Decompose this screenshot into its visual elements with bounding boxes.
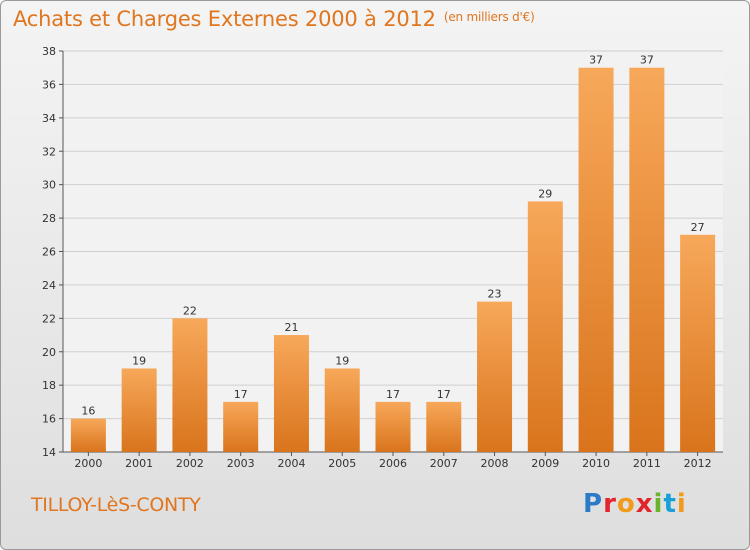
bar-2005 <box>324 368 360 452</box>
x-tick-label: 2010 <box>582 457 610 470</box>
x-tick-label: 2006 <box>379 457 407 470</box>
x-tick-label: 2002 <box>176 457 204 470</box>
x-tick-label: 2004 <box>277 457 305 470</box>
chart-subtitle: (en milliers d'€) <box>443 10 535 24</box>
y-tick-label: 26 <box>42 246 56 259</box>
bars <box>70 67 716 452</box>
data-label: 17 <box>234 388 248 401</box>
x-tick-label: 2005 <box>328 457 356 470</box>
data-label: 17 <box>386 388 400 401</box>
y-tick-label: 22 <box>42 312 56 325</box>
bar-2004 <box>273 335 309 452</box>
y-tick-label: 34 <box>42 112 56 125</box>
commune-name: TILLOY-LèS-CONTY <box>31 494 201 516</box>
y-tick-label: 32 <box>42 145 56 158</box>
x-tick-label: 2008 <box>481 457 509 470</box>
data-label: 29 <box>538 187 552 200</box>
bar-2009 <box>527 201 563 452</box>
data-label: 16 <box>81 405 95 418</box>
data-label: 17 <box>437 388 451 401</box>
y-tick-label: 28 <box>42 212 56 225</box>
chart-title-text: Achats et Charges Externes 2000 à 2012 <box>13 7 436 31</box>
x-tick-label: 2007 <box>430 457 458 470</box>
bar-2008 <box>477 301 513 452</box>
data-label: 19 <box>335 354 349 367</box>
y-tick-label: 18 <box>42 379 56 392</box>
y-tick-label: 30 <box>42 179 56 192</box>
x-tick-label: 2003 <box>227 457 255 470</box>
axes: 14 16 18 20 22 24 26 28 30 32 34 36 38 <box>42 45 723 459</box>
data-label: 21 <box>284 321 298 334</box>
labels: 2000 16 2001 19 2002 22 2003 17 2004 21 2005 19 2006… <box>74 54 711 470</box>
y-tick-label: 20 <box>42 346 56 359</box>
bar-2007 <box>426 401 462 452</box>
bar-2011 <box>629 67 665 452</box>
bar-2010 <box>578 67 614 452</box>
data-label: 37 <box>589 54 603 67</box>
bar-2006 <box>375 401 411 452</box>
data-label: 37 <box>640 54 654 67</box>
y-tick-label: 14 <box>42 446 56 459</box>
bar-2001 <box>121 368 157 452</box>
x-tick-label: 2001 <box>125 457 153 470</box>
y-tick-label: 16 <box>42 413 56 426</box>
bar-2002 <box>172 318 208 452</box>
x-tick-label: 2009 <box>531 457 559 470</box>
data-label: 22 <box>183 304 197 317</box>
proxiti-logo: Proxiti <box>583 489 687 519</box>
bar-2000 <box>70 418 106 452</box>
data-label: 19 <box>132 354 146 367</box>
x-tick-label: 2011 <box>633 457 661 470</box>
y-tick-label: 38 <box>42 45 56 58</box>
y-tick-label: 24 <box>42 279 56 292</box>
data-label: 27 <box>691 221 705 234</box>
bar-2003 <box>223 401 259 452</box>
bar-2012 <box>680 234 716 452</box>
chart-title: Achats et Charges Externes 2000 à 2012 (e… <box>13 7 535 31</box>
data-label: 23 <box>488 288 502 301</box>
x-tick-label: 2012 <box>684 457 712 470</box>
y-tick-label: 36 <box>42 78 56 91</box>
x-tick-label: 2000 <box>74 457 102 470</box>
